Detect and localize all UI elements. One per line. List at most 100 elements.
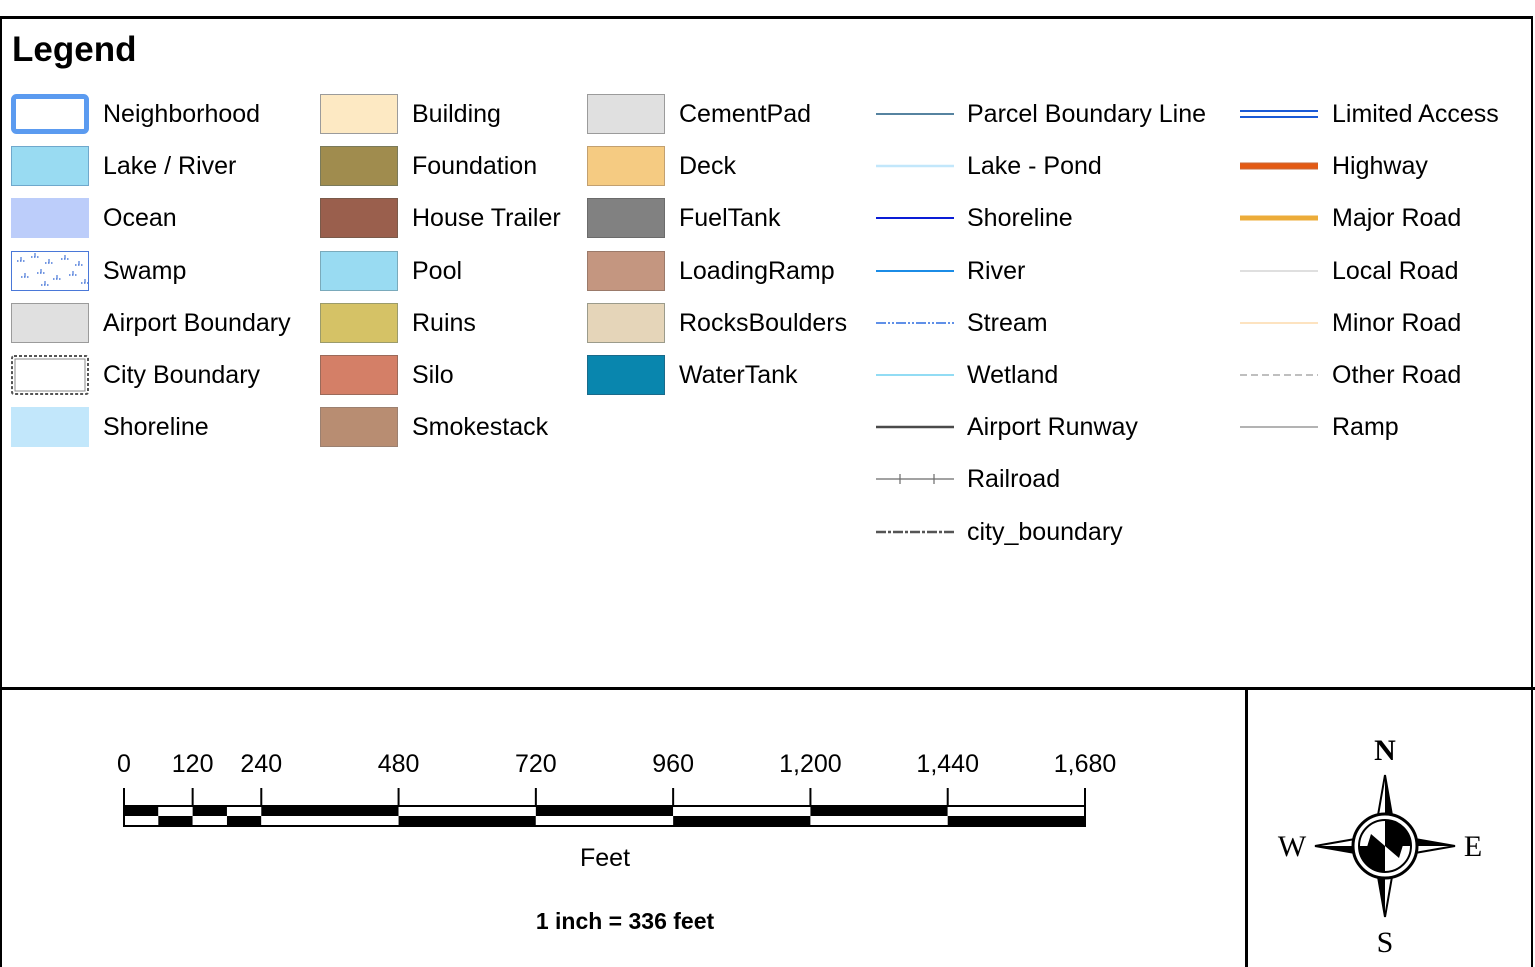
scale-bar-segment: [398, 806, 536, 816]
smokestack-symbol-icon: [320, 407, 398, 448]
scale-bar-segment: [535, 816, 674, 826]
legend-item-label: Neighborhood: [103, 100, 261, 128]
scale-bar-segment: [261, 806, 399, 816]
legend-item-label: Smokestack: [412, 413, 549, 442]
scale-bar-outline: [123, 805, 1086, 827]
scale-bar-segment: [158, 816, 193, 826]
scale-bar-tick-label: 1,680: [1053, 750, 1117, 778]
scale-bar-tick-label: 0: [117, 750, 131, 778]
ramp-symbol-icon: [1240, 407, 1318, 447]
scale-bar-segment: [398, 816, 536, 826]
scale-bar-segment: [947, 816, 1085, 826]
wetland-symbol-icon: [876, 355, 954, 395]
scale-bar-segment: [124, 816, 159, 826]
scale-bar-segment: [673, 816, 811, 826]
legend-item-label: Pool: [412, 256, 463, 285]
local-road-symbol-icon: [1240, 251, 1318, 291]
major-road-symbol-icon: [1240, 198, 1318, 238]
building-symbol-icon: [320, 94, 398, 134]
legend-item-label: Railroad: [967, 465, 1061, 494]
swamp-symbol-icon: [11, 250, 89, 291]
parcel-boundary-line-symbol-icon: [876, 94, 954, 134]
railroad-symbol-icon: [876, 459, 954, 499]
ruins-symbol-icon: [320, 302, 398, 343]
airport-runway-symbol-icon: [876, 407, 954, 447]
legend-item-label: Major Road: [1332, 204, 1462, 233]
legend-item-label: Lake - Pond: [967, 152, 1102, 181]
legend-item-label: Shoreline: [967, 204, 1073, 233]
scale-bar-segment: [810, 816, 948, 826]
legend-item-label: LoadingRamp: [679, 256, 835, 285]
legend-item-label: Airport Boundary: [103, 308, 291, 337]
city-boundary-symbol-icon: [11, 354, 89, 395]
scale-bar-segment: [535, 806, 674, 816]
legend-item-label: Foundation: [412, 152, 538, 181]
foundation-symbol-icon: [320, 146, 398, 187]
scale-bar-tick-label: 960: [652, 750, 694, 778]
scale-bar-segment: [158, 806, 193, 816]
legend-item-label: city_boundary: [967, 517, 1123, 546]
highway-symbol-icon: [1240, 146, 1318, 186]
legend-item-label: Minor Road: [1332, 308, 1462, 337]
scale-bar-tick-label: 1,200: [779, 750, 842, 778]
scale-bar-tick-label: 720: [514, 750, 557, 778]
silo-symbol-icon: [320, 354, 398, 395]
deck-symbol-icon: [587, 146, 665, 187]
limited-access-symbol-icon: [1240, 94, 1318, 134]
scale-bar-tick-label: 1,440: [916, 750, 979, 778]
scale-bar-segment: [810, 806, 948, 816]
airport-boundary-symbol-icon: [11, 302, 89, 343]
compass-rose-icon: [1314, 774, 1456, 918]
city-boundary-symbol-icon: [876, 512, 954, 552]
legend-item-label: Deck: [679, 152, 736, 181]
scale-bar-tick-label: 480: [377, 750, 420, 778]
watertank-symbol-icon: [587, 354, 665, 395]
legend-item-label: Local Road: [1332, 256, 1459, 285]
legend-item-label: River: [967, 256, 1026, 285]
scale-bar-segment: [226, 806, 262, 816]
legend-item-label: Other Road: [1332, 360, 1462, 389]
legend-item-label: Ruins: [412, 308, 476, 337]
legend-item-label: FuelTank: [679, 204, 781, 233]
scale-bar-tick-label: 240: [240, 750, 283, 778]
legend-item-label: Ocean: [103, 204, 177, 233]
scale-bar-segment: [261, 816, 399, 826]
legend-item-label: Shoreline: [103, 413, 209, 442]
legend-frame: [0, 16, 1533, 967]
legend-item-label: Building: [412, 100, 501, 128]
scale-bar-tick-label: 120: [171, 750, 214, 778]
ocean-symbol-icon: [11, 198, 89, 239]
legend-item-label: Lake / River: [103, 152, 237, 181]
legend-item-label: Swamp: [103, 256, 187, 285]
loadingramp-symbol-icon: [587, 250, 665, 291]
compass-s: S: [1377, 926, 1394, 959]
other-road-symbol-icon: [1240, 355, 1318, 395]
shoreline-symbol-icon: [876, 198, 954, 238]
fueltank-symbol-icon: [587, 198, 665, 239]
stream-symbol-icon: [876, 303, 954, 343]
divider-horizontal: [0, 687, 1535, 690]
scale-bar-segment: [947, 806, 1085, 816]
scale-ratio: 1 inch = 336 feet: [535, 908, 715, 934]
divider-vertical: [1245, 687, 1248, 967]
scale-bar-segment: [226, 816, 262, 826]
lake-river-symbol-icon: [11, 146, 89, 187]
compass-w: W: [1278, 830, 1307, 863]
legend-item-label: CementPad: [679, 100, 812, 128]
rocksboulders-symbol-icon: [587, 302, 665, 343]
shoreline-symbol-icon: [11, 407, 89, 448]
compass-n: N: [1374, 734, 1396, 767]
legend-title: Legend: [12, 30, 137, 69]
legend-item-label: Airport Runway: [967, 413, 1138, 442]
north-arrow: N S E W: [1278, 734, 1482, 959]
pool-symbol-icon: [320, 250, 398, 291]
legend-item-label: City Boundary: [103, 360, 261, 389]
lake-pond-symbol-icon: [876, 146, 954, 186]
legend-item-label: RocksBoulders: [679, 308, 848, 337]
legend-item-label: Wetland: [967, 360, 1059, 389]
legend-item-label: Limited Access: [1332, 100, 1499, 128]
legend-item-label: Stream: [967, 308, 1048, 337]
compass-e: E: [1464, 830, 1482, 863]
legend-item-label: Parcel Boundary Line: [967, 100, 1207, 128]
minor-road-symbol-icon: [1240, 303, 1318, 343]
